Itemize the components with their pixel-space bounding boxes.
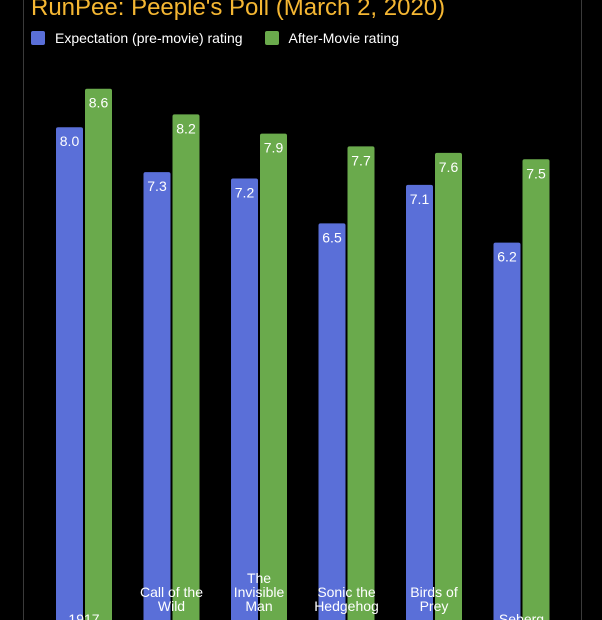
category-label-birds-of-prey: Birds of Prey <box>410 584 458 614</box>
bar-expectation-birds-of-prey <box>406 184 433 620</box>
bar-expectation-sonic <box>318 223 346 620</box>
legend-label-after-movie: After-Movie rating <box>288 30 400 46</box>
bar-value-label: 8.2 <box>176 120 196 136</box>
bar-value-label: 7.7 <box>351 152 371 168</box>
bar-after-movie-invisible-man <box>260 133 287 620</box>
bar-expectation-invisible-man <box>231 178 258 620</box>
bar-expectation-call-of-the-wild <box>143 172 171 620</box>
legend-item-after-movie: After-Movie rating <box>264 30 400 46</box>
frame-border-right <box>581 0 582 620</box>
category-label-1917: 1917 <box>68 611 99 620</box>
bar-after-movie-call-of-the-wild <box>172 114 200 620</box>
bar-after-movie-sonic <box>347 146 375 620</box>
bar-value-label: 6.2 <box>497 249 517 265</box>
category-label-invisible-man: The Invisible Man <box>234 570 285 614</box>
bar-value-label: 6.5 <box>322 229 342 245</box>
legend-swatch-after-movie <box>264 31 279 45</box>
category-label-seberg: Seberg <box>499 611 544 620</box>
bar-expectation-1917 <box>56 127 83 620</box>
bar-value-label: 8.6 <box>89 95 109 111</box>
bar-value-label: 7.3 <box>147 178 167 194</box>
bar-value-label: 7.2 <box>235 184 255 200</box>
legend-swatch-expectation <box>31 31 45 45</box>
bar-value-label: 8.0 <box>60 133 80 149</box>
frame-border-left <box>23 0 24 620</box>
bar-value-label: 7.1 <box>410 191 430 207</box>
bar-value-label: 7.6 <box>439 159 459 175</box>
legend-label-expectation: Expectation (pre-movie) rating <box>55 30 243 46</box>
bar-after-movie-1917 <box>85 88 112 620</box>
bar-value-label: 7.9 <box>264 140 284 156</box>
legend: Expectation (pre-movie) rating After-Mov… <box>31 30 421 46</box>
legend-item-expectation: Expectation (pre-movie) rating <box>31 30 243 46</box>
bar-after-movie-seberg <box>522 159 550 620</box>
bar-value-label: 7.5 <box>526 165 546 181</box>
bar-expectation-seberg <box>493 242 521 620</box>
chart-title: RunPee: Peeple's Poll (March 2, 2020) <box>31 0 446 21</box>
category-label-call-of-the-wild: Call of the Wild <box>140 584 203 614</box>
bar-after-movie-birds-of-prey <box>435 152 462 620</box>
category-label-sonic: Sonic the Hedgehog <box>314 584 379 614</box>
